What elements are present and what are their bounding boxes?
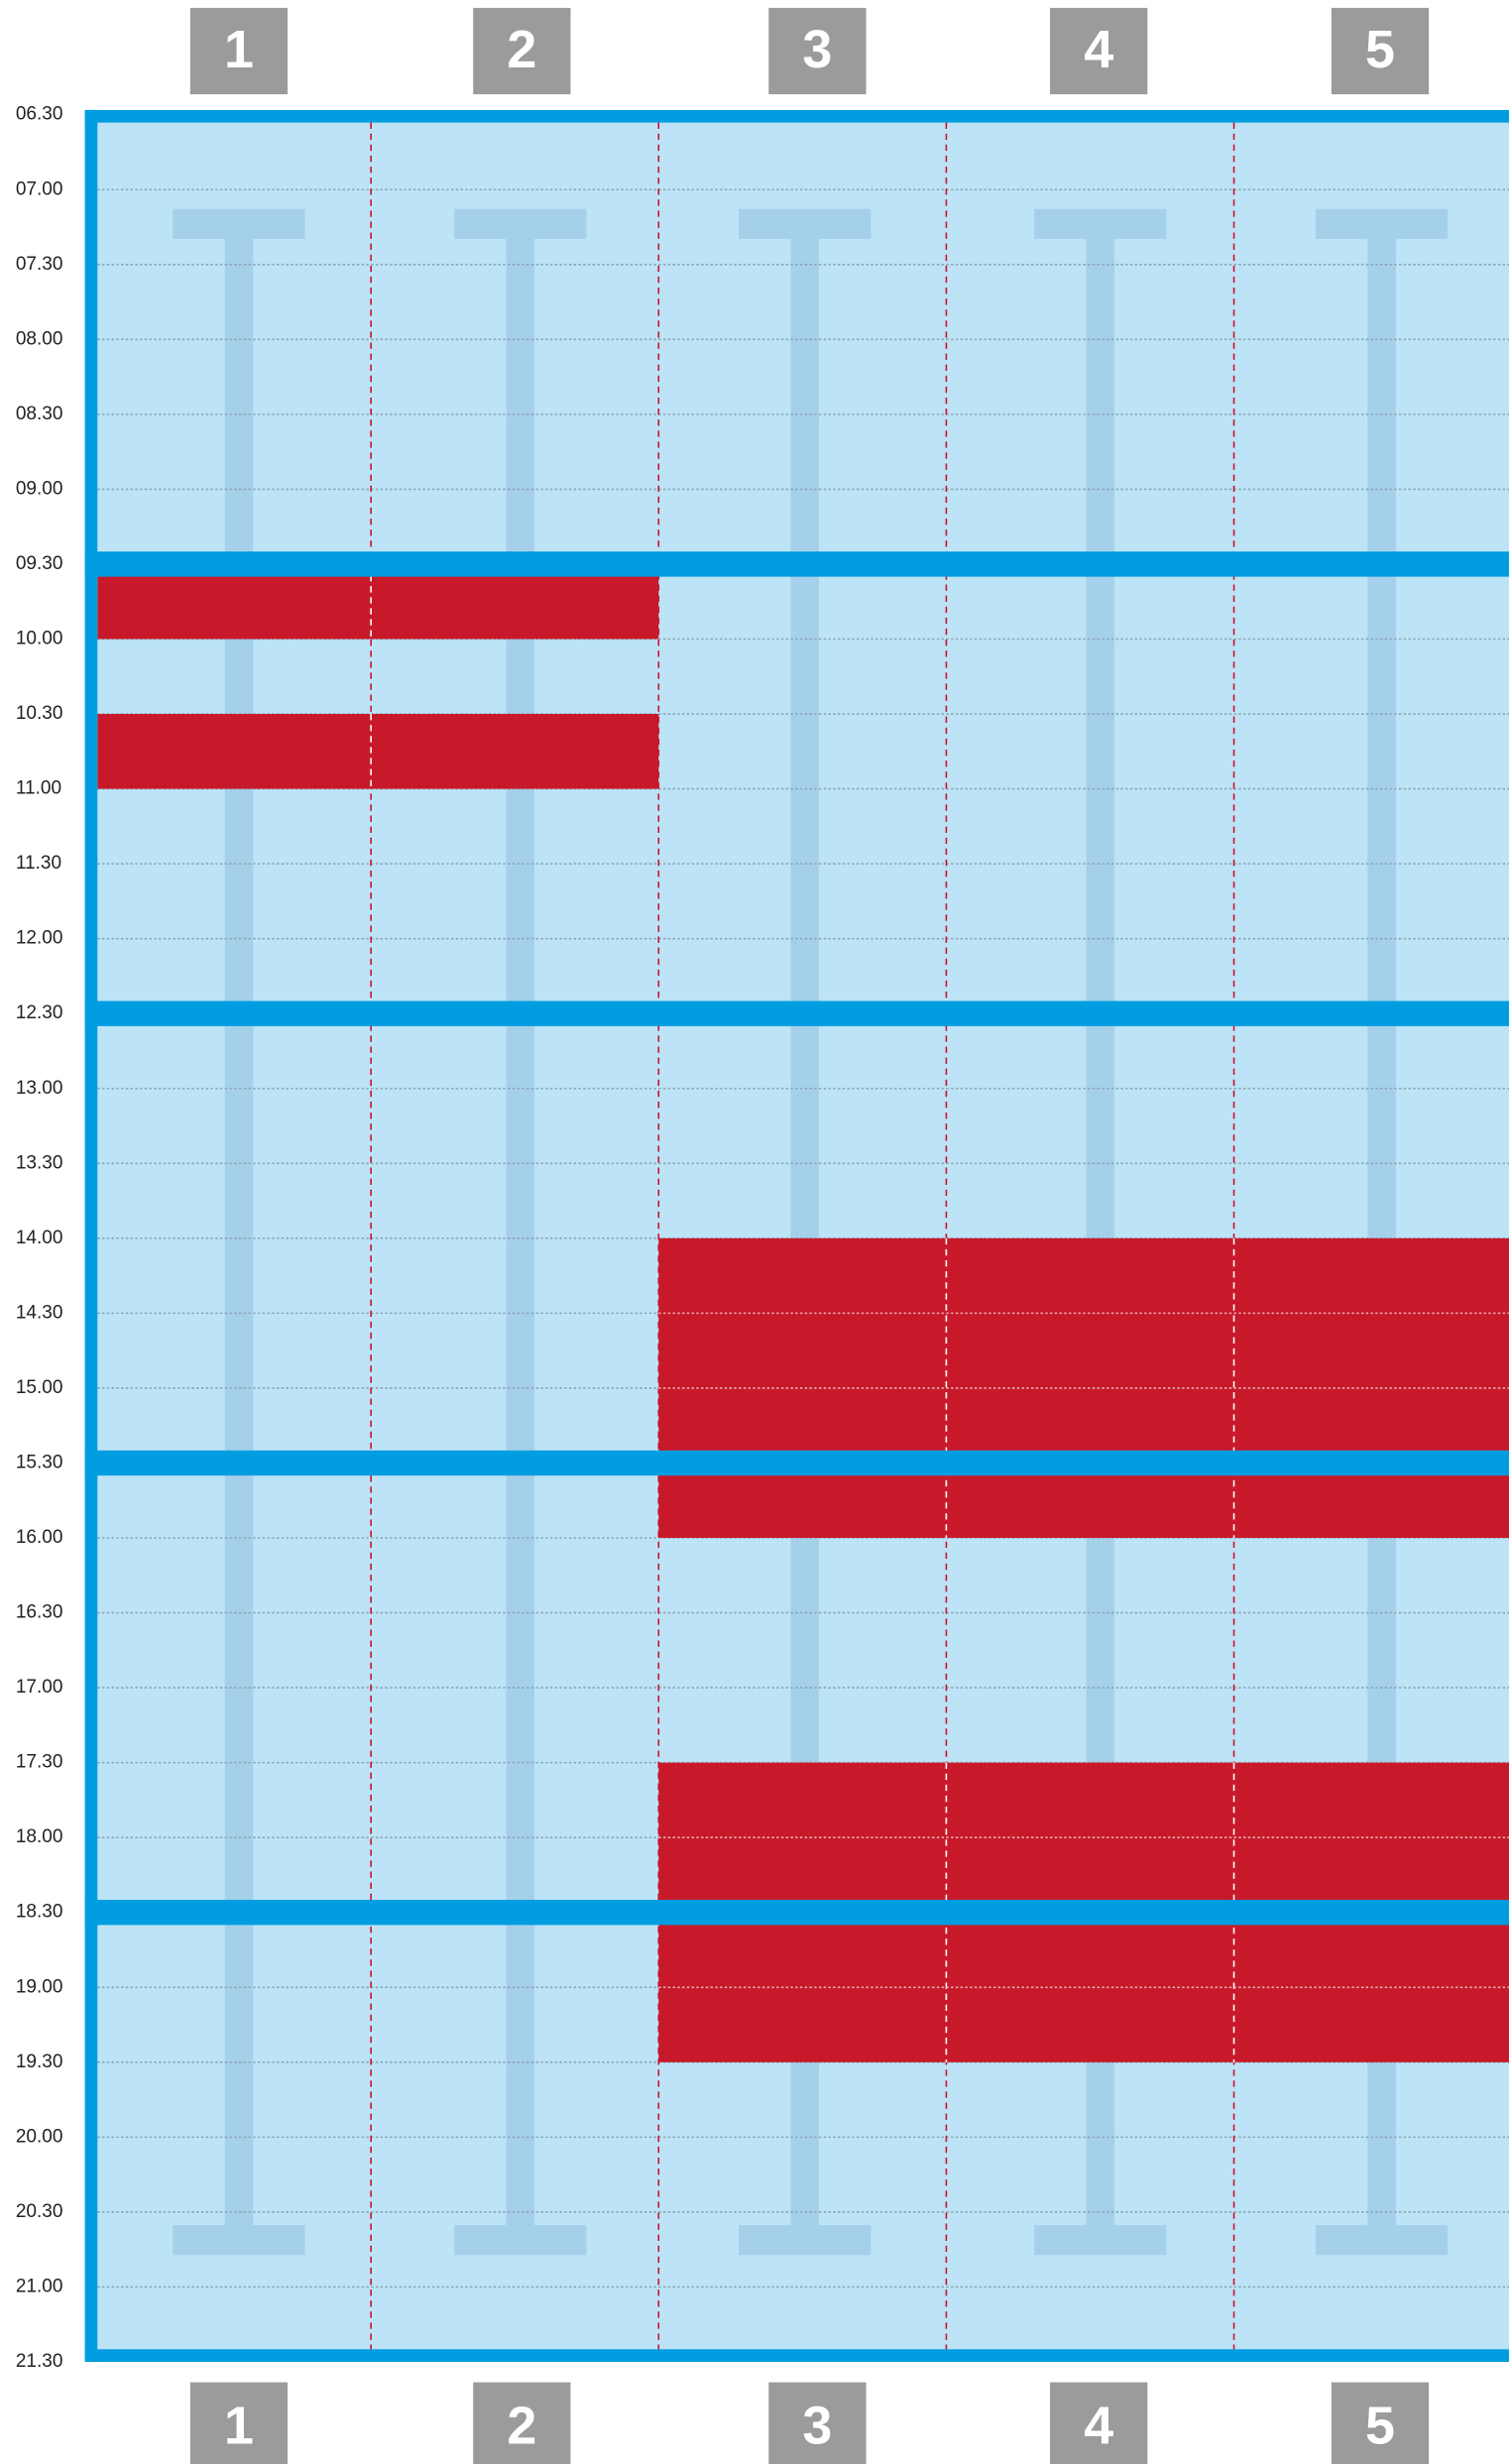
- time-label: 17.00: [16, 1677, 63, 1698]
- frame-bottom: [84, 2349, 1509, 2362]
- column-box: [189, 2382, 289, 2464]
- beam-flange: [173, 208, 305, 239]
- column-number: 1: [224, 20, 254, 79]
- time-label: 07.30: [16, 254, 63, 275]
- beam-flange: [1034, 208, 1167, 239]
- labels: 06.30 07.00 07.30 08.00 08.30 09.00 09.30 10.00…: [16, 7, 1430, 2464]
- shift-line: [84, 551, 1509, 577]
- column-box: [473, 7, 571, 95]
- column-number: 4: [1084, 20, 1113, 79]
- beam-flange: [1034, 2225, 1167, 2256]
- time-label: 13.00: [16, 1078, 63, 1099]
- column-number: 4: [1084, 2396, 1113, 2455]
- time-label: 14.00: [16, 1228, 63, 1248]
- time-label: 10.30: [16, 703, 63, 724]
- column-number: 5: [1365, 2396, 1395, 2455]
- time-label: 18.00: [16, 1826, 63, 1847]
- column-box: [1331, 7, 1430, 95]
- time-label: 09.00: [16, 478, 63, 499]
- time-label: 08.00: [16, 328, 63, 349]
- time-label: 14.30: [16, 1302, 63, 1323]
- beam-flange: [173, 2225, 305, 2256]
- column-box: [473, 2382, 571, 2464]
- time-label: 12.30: [16, 1002, 63, 1023]
- time-label: 08.30: [16, 404, 63, 424]
- time-label: 06.30: [16, 104, 63, 125]
- time-label: 18.30: [16, 1902, 63, 1923]
- time-label: 13.30: [16, 1152, 63, 1173]
- time-label: 19.00: [16, 1976, 63, 1997]
- column-number: 1: [224, 2396, 254, 2455]
- frame: [84, 109, 1509, 2362]
- time-label: 20.00: [16, 2126, 63, 2147]
- time-label: 16.00: [16, 1527, 63, 1548]
- beam-flange: [1315, 2225, 1449, 2256]
- column-number: 3: [802, 2396, 832, 2455]
- shift-line: [84, 1000, 1509, 1026]
- column-box: [1050, 7, 1148, 95]
- time-label: 15.30: [16, 1453, 63, 1473]
- shift-line: [84, 1450, 1509, 1476]
- column-box: [768, 2382, 867, 2464]
- time-label: 16.30: [16, 1602, 63, 1623]
- beam-web: [224, 235, 254, 2229]
- column-box: [1050, 2382, 1148, 2464]
- frame-left: [84, 109, 98, 2362]
- time-label: 10.00: [16, 629, 63, 649]
- beam-flange: [454, 2225, 587, 2256]
- beam-flange: [739, 2225, 871, 2256]
- time-label: 09.30: [16, 553, 63, 574]
- time-label: 15.00: [16, 1377, 63, 1398]
- frame-top: [84, 109, 1509, 123]
- column-box: [768, 7, 867, 95]
- time-label: 11.00: [16, 778, 61, 799]
- time-label: 21.00: [16, 2276, 63, 2296]
- column-number: 2: [507, 2396, 536, 2455]
- column-number: 2: [507, 20, 536, 79]
- time-label: 11.30: [16, 853, 61, 874]
- booking: [97, 714, 659, 789]
- time-label: 12.00: [16, 928, 63, 949]
- time-label: 20.30: [16, 2201, 63, 2222]
- shift-line: [84, 1900, 1509, 1926]
- column-box: [1331, 2382, 1430, 2464]
- time-label: 19.30: [16, 2052, 63, 2072]
- time-label: 17.30: [16, 1752, 63, 1773]
- column-number: 5: [1365, 20, 1395, 79]
- time-label: 07.00: [16, 178, 63, 199]
- beam-flange: [1315, 208, 1449, 239]
- beam-flange: [739, 208, 871, 239]
- beam-flange: [454, 208, 587, 239]
- beam-web: [506, 235, 535, 2229]
- time-label: 21.30: [16, 2351, 63, 2372]
- column-box: [189, 7, 289, 95]
- column-number: 3: [802, 20, 832, 79]
